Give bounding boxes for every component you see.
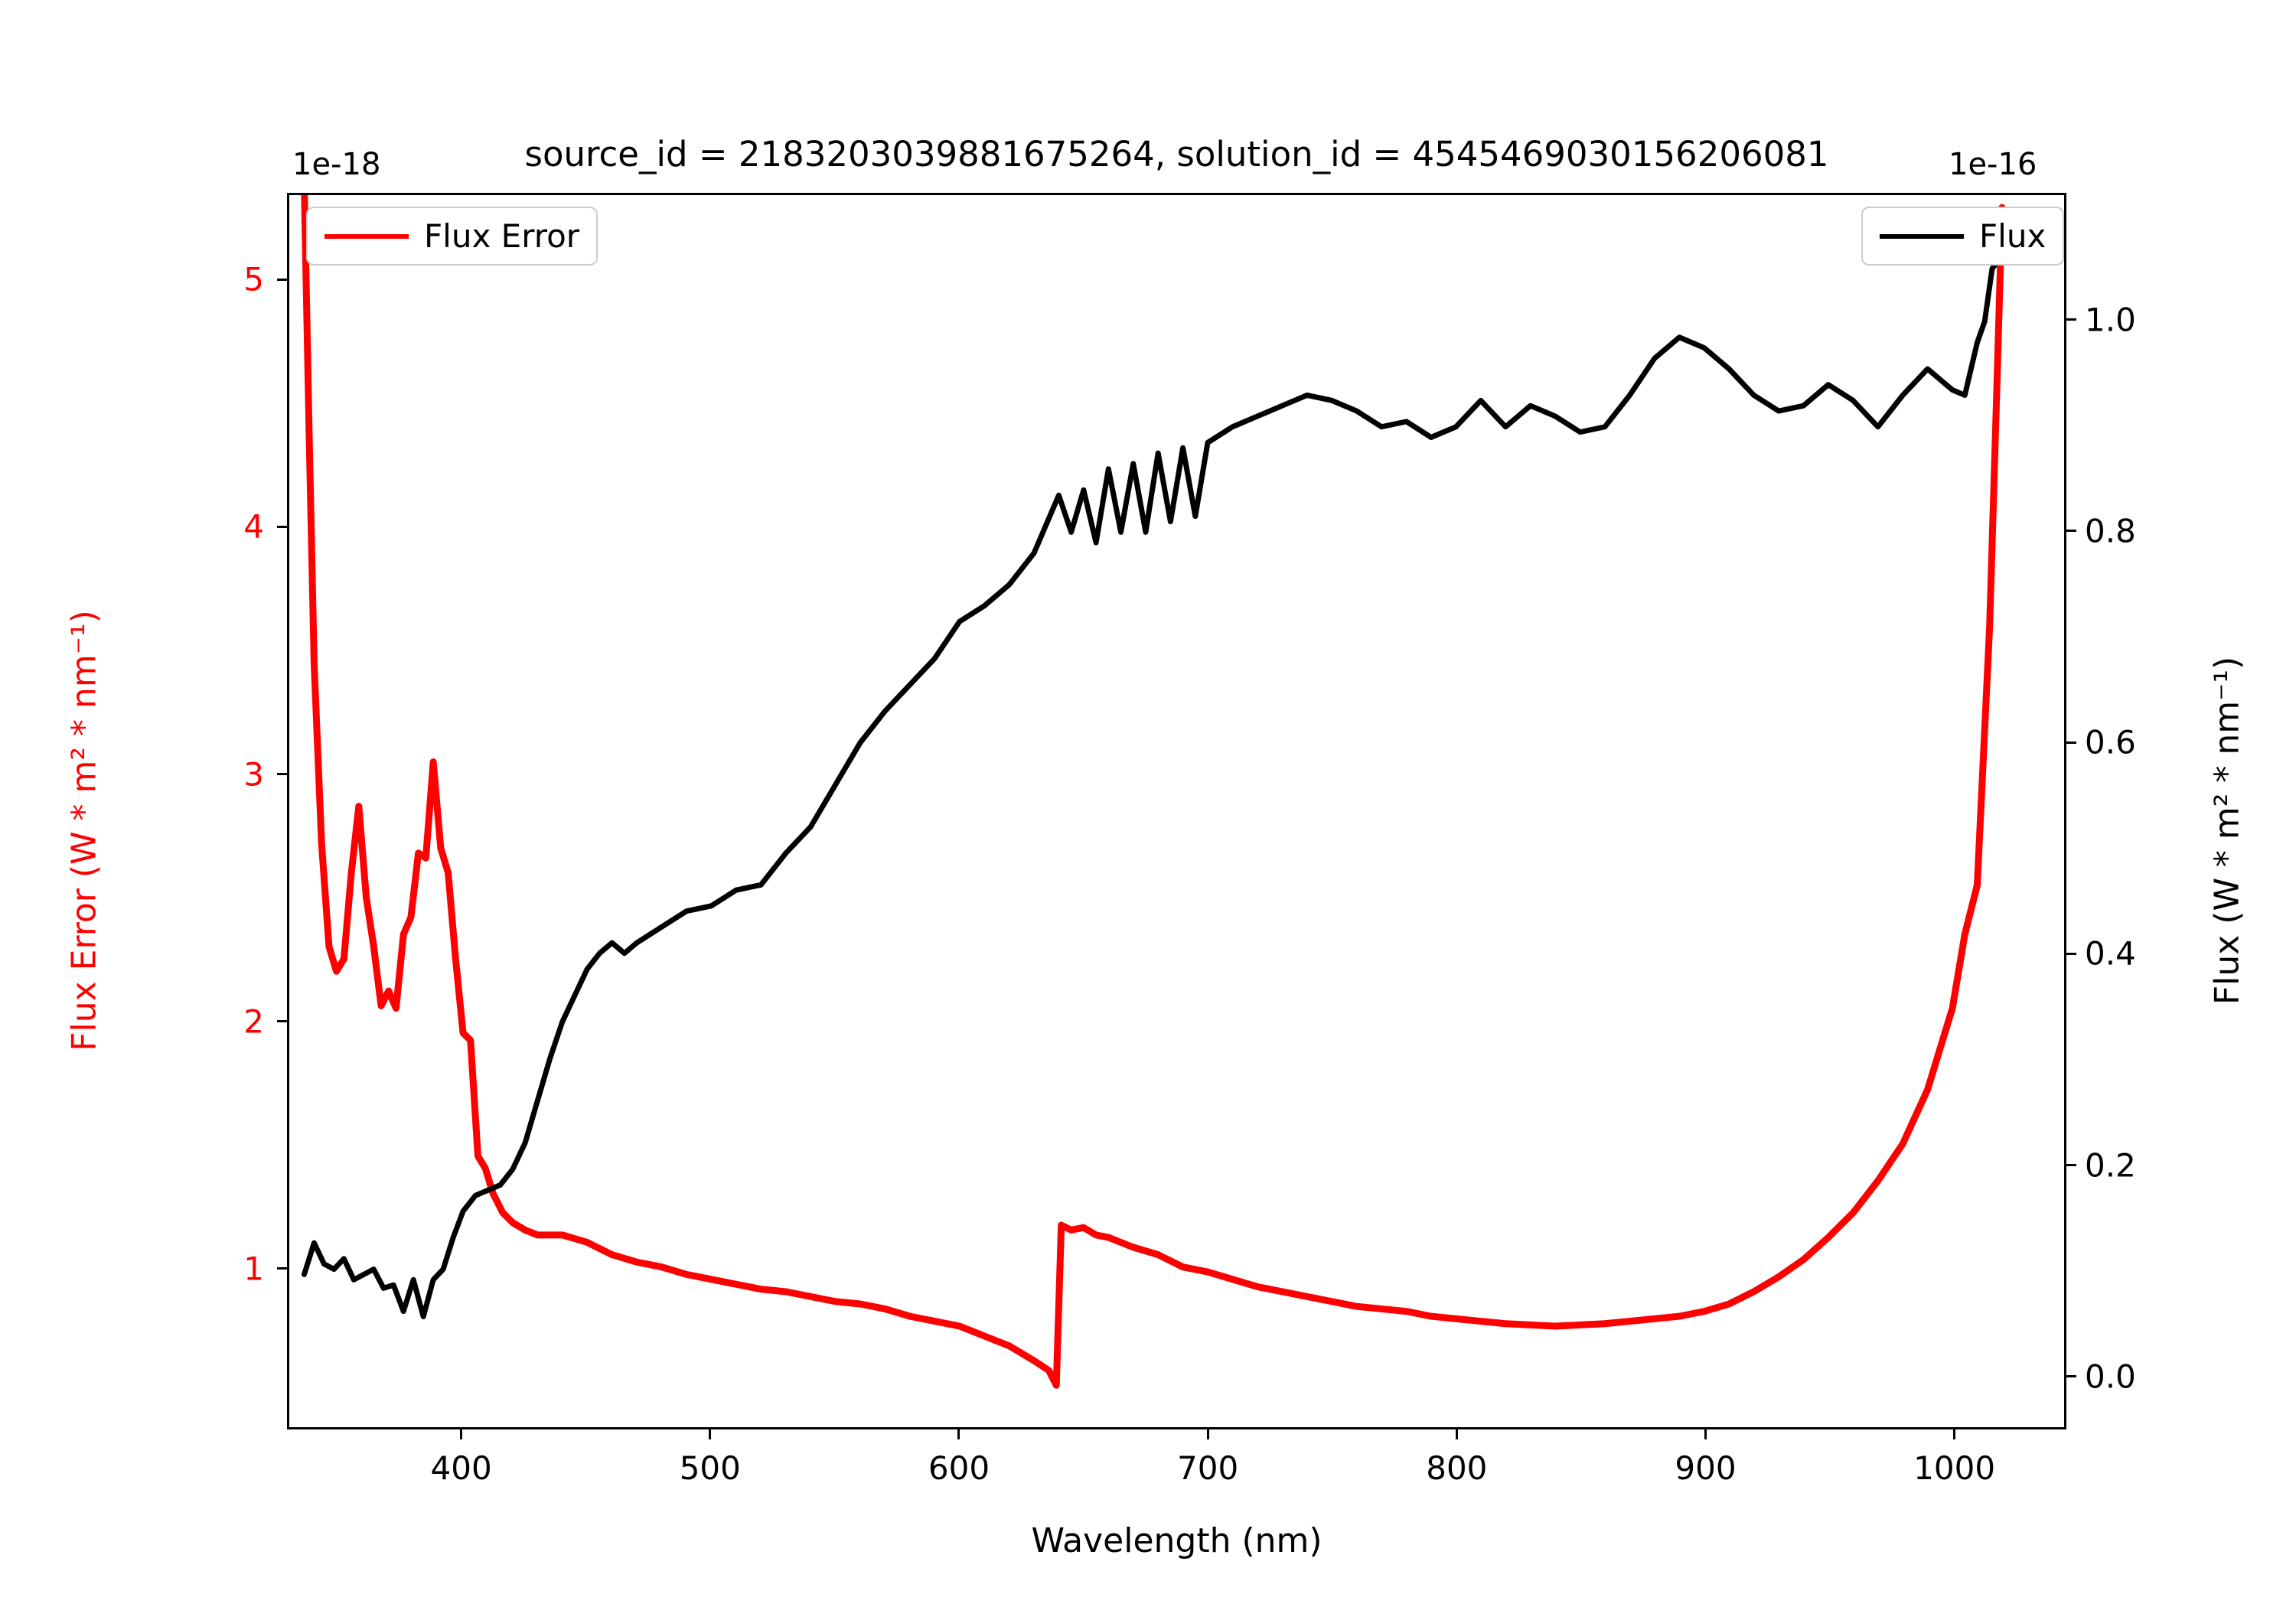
- left-axis-offset-label: 1e-18: [292, 147, 381, 182]
- y-left-tick-label: 1: [243, 1250, 264, 1288]
- y-right-tick-mark: [2066, 530, 2076, 533]
- x-tick-label: 900: [1675, 1449, 1737, 1487]
- x-tick-label: 1000: [1913, 1449, 1996, 1487]
- x-tick-mark: [1206, 1429, 1209, 1439]
- x-tick-mark: [957, 1429, 960, 1439]
- y-left-tick-mark: [277, 1020, 287, 1023]
- flux-legend-label: Flux: [1979, 217, 2047, 255]
- x-tick-mark: [1704, 1429, 1707, 1439]
- y-right-tick-mark: [2066, 741, 2076, 744]
- flux-series: [301, 256, 2003, 1319]
- x-tick-label: 600: [928, 1449, 990, 1487]
- y-right-tick-mark: [2066, 318, 2076, 321]
- x-tick-label: 500: [679, 1449, 741, 1487]
- y-left-tick-mark: [277, 278, 287, 281]
- y-right-tick-label: 0.6: [2085, 723, 2136, 761]
- plot-axes-area: [287, 193, 2066, 1429]
- y-left-tick-mark: [277, 1267, 287, 1270]
- y-right-tick-label: 0.2: [2085, 1146, 2136, 1185]
- y-right-tick-label: 0.8: [2085, 512, 2136, 550]
- y-left-tick-label: 4: [243, 507, 264, 546]
- y-axis-left-title: Flux Error (W * m² * nm⁻¹): [64, 610, 104, 1051]
- x-tick-mark: [709, 1429, 712, 1439]
- y-right-tick-mark: [2066, 952, 2076, 955]
- flux-error-legend-swatch: [325, 233, 409, 239]
- legend-flux[interactable]: Flux: [1861, 207, 2065, 266]
- y-left-tick-mark: [277, 773, 287, 776]
- right-axis-offset-label: 1e-16: [1949, 147, 2037, 182]
- x-tick-mark: [460, 1429, 463, 1439]
- flux-legend-swatch: [1880, 233, 1964, 239]
- y-right-tick-label: 0.0: [2085, 1358, 2136, 1396]
- y-left-tick-mark: [277, 525, 287, 528]
- x-tick-label: 700: [1177, 1449, 1239, 1487]
- x-tick-mark: [1953, 1429, 1956, 1439]
- y-right-tick-mark: [2066, 1164, 2076, 1167]
- x-axis-title: Wavelength (nm): [1031, 1521, 1322, 1560]
- flux-error-series: [301, 195, 2006, 1389]
- page-title: source_id = 2183203039881675264, solutio…: [524, 134, 1829, 174]
- x-tick-label: 400: [430, 1449, 492, 1487]
- y-axis-right-title: Flux (W * m² * nm⁻¹): [2207, 656, 2247, 1006]
- x-tick-label: 800: [1426, 1449, 1488, 1487]
- y-right-tick-mark: [2066, 1375, 2076, 1378]
- legend-flux-error[interactable]: Flux Error: [306, 207, 598, 266]
- y-left-tick-label: 3: [243, 755, 264, 794]
- x-tick-mark: [1455, 1429, 1458, 1439]
- flux-error-legend-label: Flux Error: [424, 217, 580, 255]
- y-left-tick-label: 2: [243, 1002, 264, 1041]
- y-right-tick-label: 0.4: [2085, 934, 2136, 973]
- spectrum-plot: [301, 195, 2006, 1389]
- y-right-tick-label: 1.0: [2085, 301, 2136, 339]
- y-left-tick-label: 5: [243, 260, 264, 298]
